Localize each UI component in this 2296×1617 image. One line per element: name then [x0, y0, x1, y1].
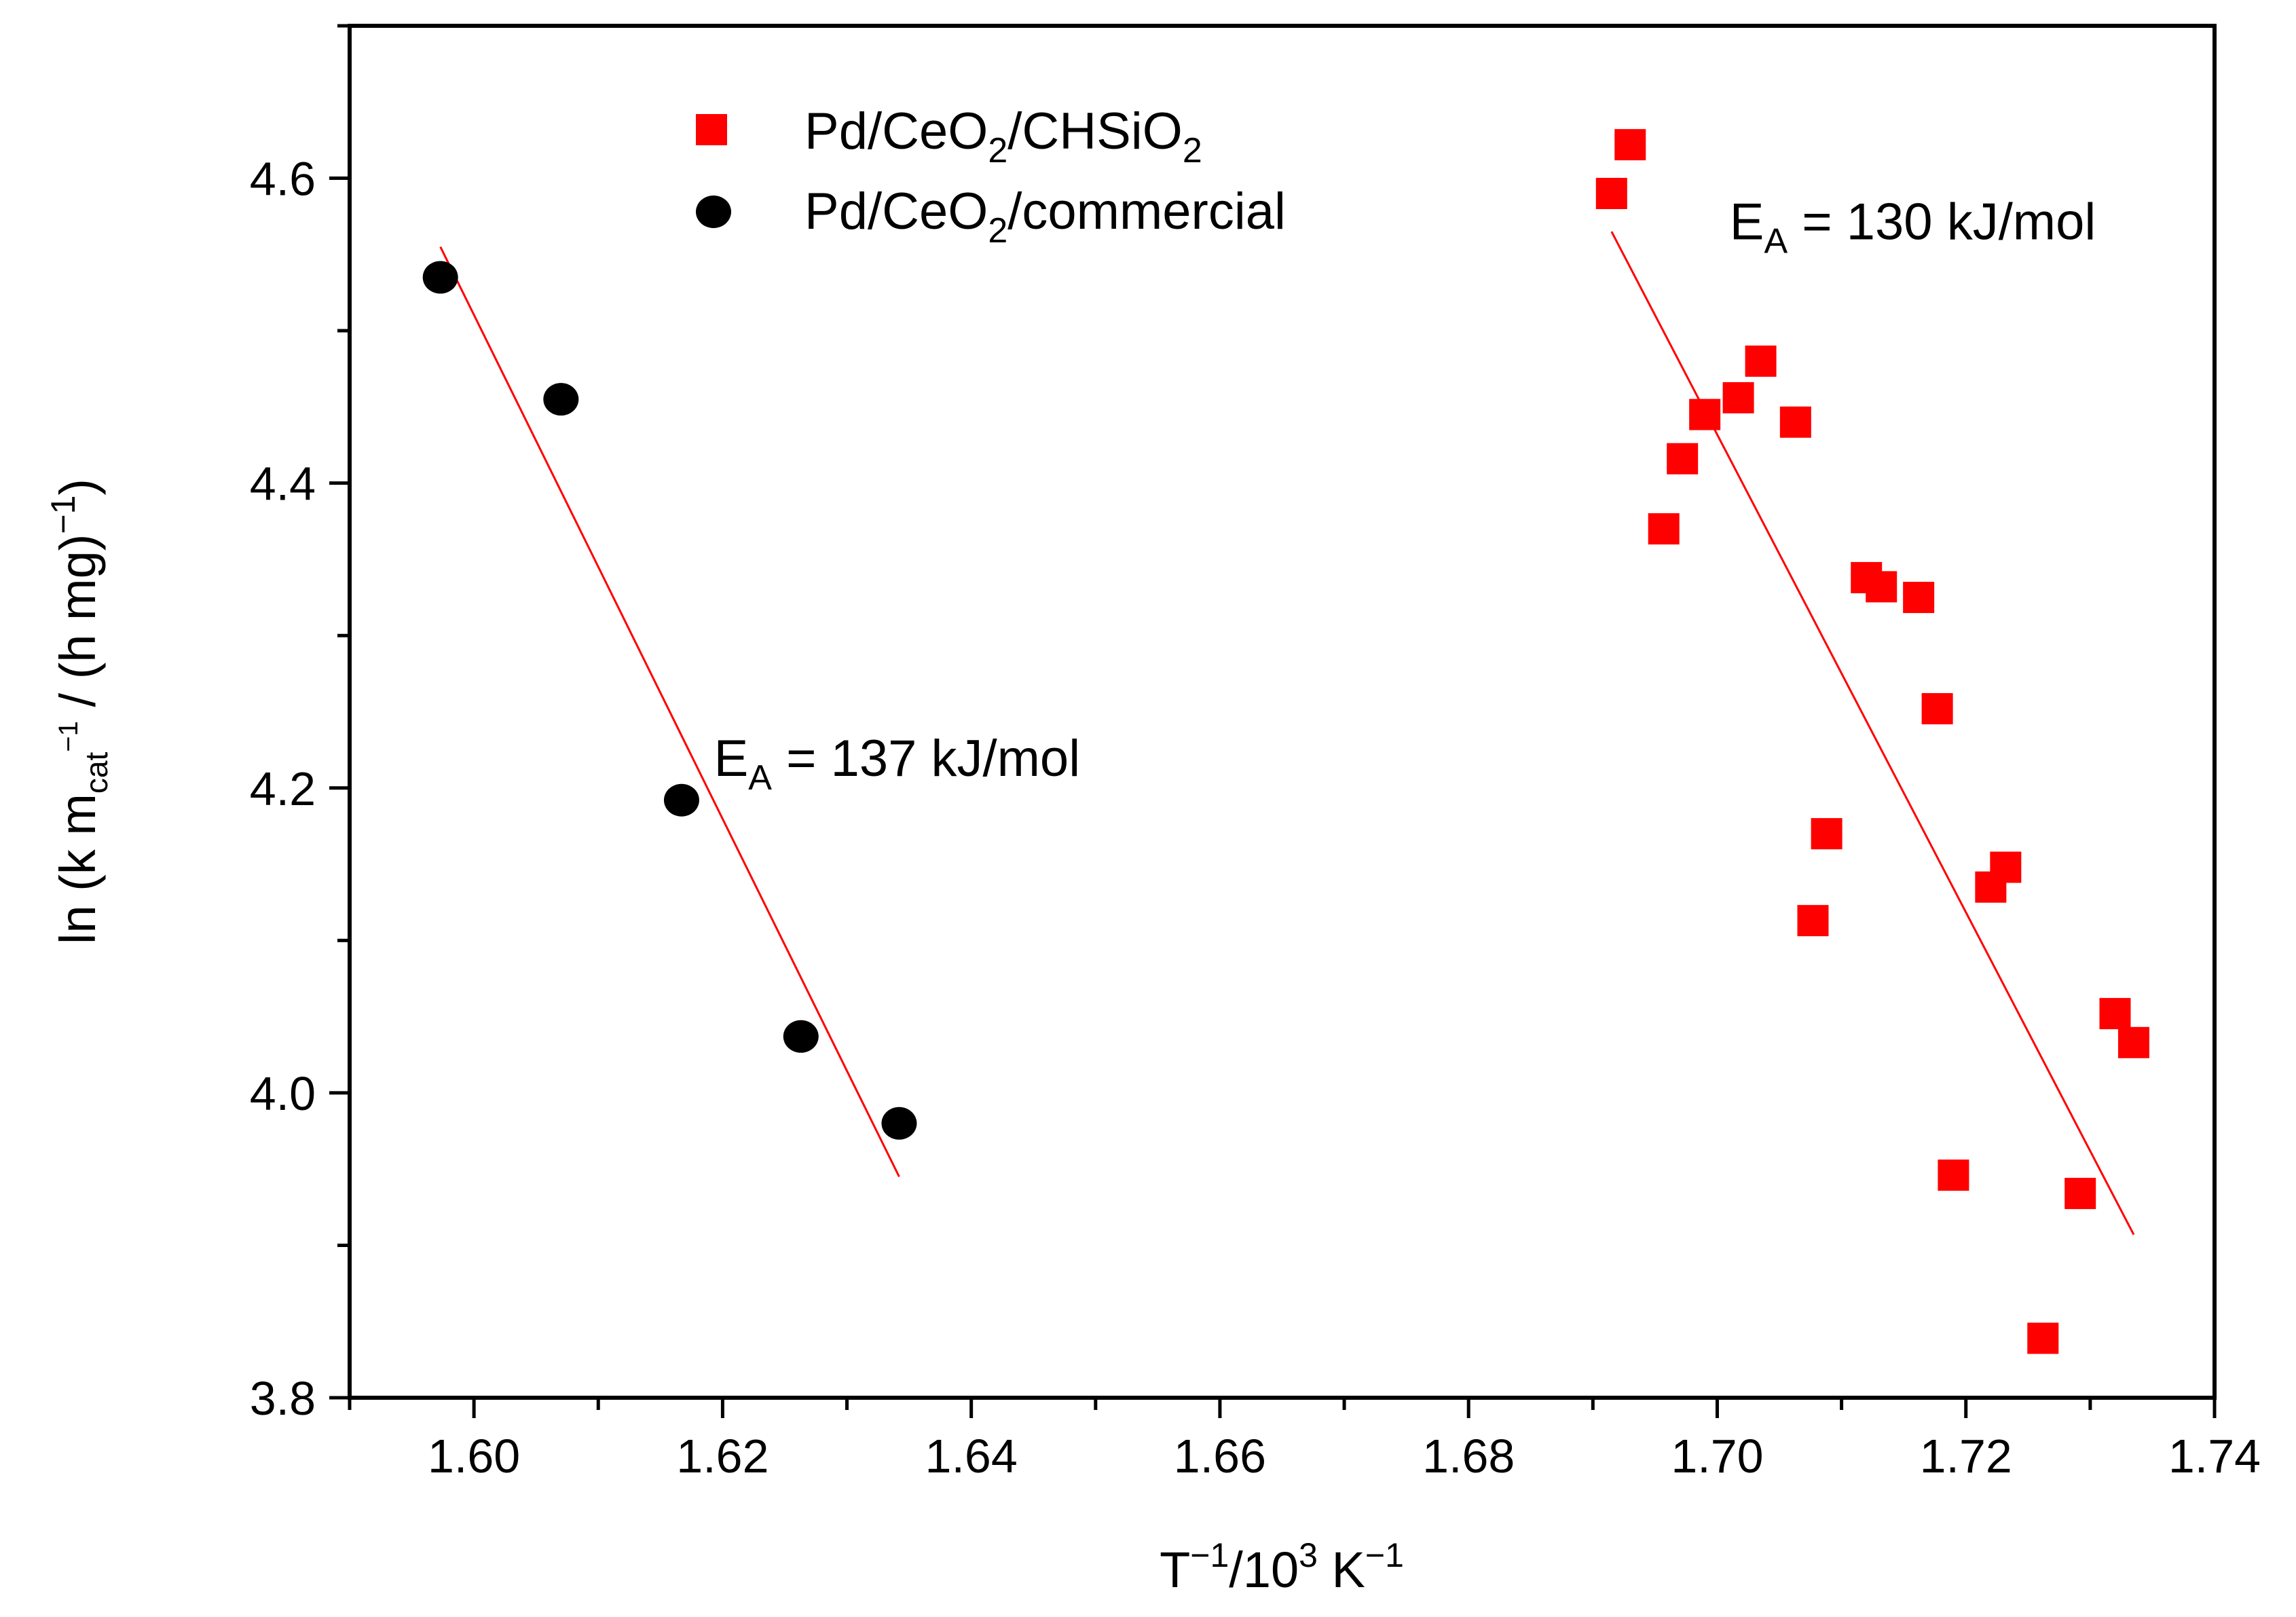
data-point-chsio2 [2064, 1178, 2096, 1210]
legend-label-chsio2: Pd/CeO2/CHSiO2 [804, 103, 1202, 170]
data-point-chsio2 [1779, 406, 1811, 438]
data-point-chsio2 [1595, 178, 1627, 210]
x-tick-label: 1.62 [676, 1430, 769, 1483]
data-point-chsio2 [1667, 443, 1699, 475]
legend-label-commercial: Pd/CeO2/commercial [804, 183, 1286, 250]
legend-marker-chsio2 [696, 114, 727, 145]
legend: Pd/CeO2/CHSiO2 Pd/CeO2/commercial [696, 103, 1286, 250]
activation-energy-label-chsio2: EA = 130 kJ/mol [1730, 193, 2096, 261]
x-axis-title: T−1/103 K−1 [1160, 1536, 1404, 1598]
y-axis-title: ln (k mcat−1 / (h mg)−1) [44, 479, 114, 944]
data-point-chsio2 [1797, 905, 1829, 937]
data-point-chsio2 [1722, 382, 1754, 413]
data-point-commercial [543, 383, 579, 416]
x-tick-label: 1.72 [1920, 1430, 2012, 1483]
x-tick-label: 1.66 [1174, 1430, 1266, 1483]
plot-frame [348, 24, 2217, 1400]
data-point-chsio2 [1648, 513, 1680, 545]
data-point-chsio2 [1689, 398, 1721, 430]
data-markers [422, 129, 2149, 1354]
data-point-commercial [663, 783, 699, 817]
x-tick-label: 1.70 [1671, 1430, 1763, 1483]
y-tick-label: 4.6 [250, 153, 316, 206]
data-point-chsio2 [2099, 998, 2131, 1030]
data-point-chsio2 [2027, 1322, 2059, 1354]
data-point-commercial [422, 261, 458, 294]
axis-ticks: 1.60 1.62 1.64 1.66 1.68 1.70 1.72 1.74 3.8 4.0 4.… [250, 24, 2261, 1483]
data-point-chsio2 [1990, 851, 2022, 883]
fit-line-commercial [439, 246, 900, 1178]
legend-marker-commercial [696, 196, 731, 228]
x-tick-label: 1.60 [428, 1430, 520, 1483]
y-tick-label: 4.4 [250, 458, 316, 510]
data-point-commercial [783, 1020, 819, 1053]
fit-line-chsio2 [1610, 231, 2135, 1235]
data-point-chsio2 [1938, 1159, 1969, 1191]
data-point-chsio2 [1614, 129, 1646, 161]
data-point-chsio2 [2117, 1026, 2149, 1058]
data-point-chsio2 [1921, 693, 1953, 725]
data-point-chsio2 [1866, 571, 1897, 603]
data-point-commercial [881, 1107, 917, 1140]
x-tick-label: 1.68 [1422, 1430, 1515, 1483]
y-tick-label: 4.2 [250, 762, 316, 815]
y-tick-label: 3.8 [250, 1372, 316, 1425]
x-tick-label: 1.74 [2168, 1430, 2261, 1483]
data-point-chsio2 [1903, 582, 1935, 614]
y-tick-label: 4.0 [250, 1067, 316, 1120]
x-tick-label: 1.64 [925, 1430, 1018, 1483]
data-point-chsio2 [1745, 346, 1777, 377]
activation-energy-label-commercial: EA = 137 kJ/mol [714, 730, 1081, 798]
fit-lines [439, 231, 2135, 1235]
data-point-chsio2 [1811, 818, 1843, 850]
